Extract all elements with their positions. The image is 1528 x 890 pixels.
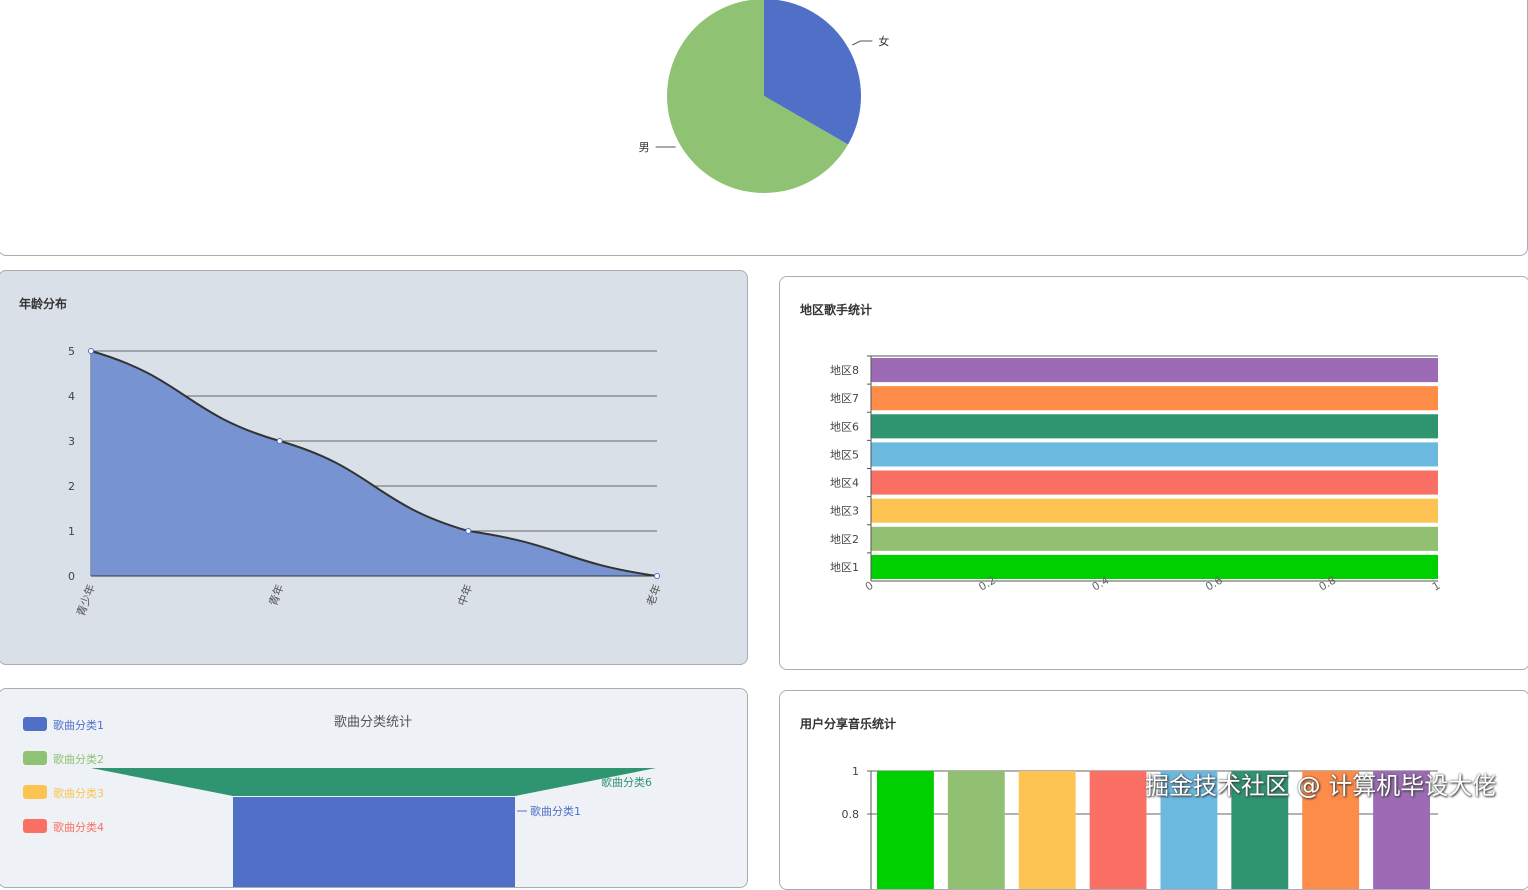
- pie-label-line: [852, 40, 873, 46]
- bar-地区4: [871, 470, 1438, 495]
- gender-pie-chart: 女男: [639, 0, 889, 193]
- y-tick-label: 地区6: [830, 420, 859, 433]
- y-tick-label: 地区7: [830, 392, 859, 405]
- age-chart-title: 年龄分布: [19, 297, 68, 311]
- pie-slice-1: [667, 0, 849, 193]
- data-point: [276, 438, 283, 444]
- y-tick-label: 地区1: [830, 561, 859, 574]
- song-category-card: 歌曲分类统计 歌曲分类1 歌曲分类2 歌曲分类3 歌曲分类4 歌曲分类6 歌曲分类1: [0, 688, 748, 888]
- y-tick-label: 0: [68, 570, 75, 583]
- legend-item: 歌曲分类4: [53, 820, 104, 834]
- legend-item: 歌曲分类2: [53, 752, 104, 766]
- x-tick-label: 中年: [454, 582, 475, 607]
- y-tick-label: 地区8: [830, 364, 859, 377]
- watermark: 掘金技术社区 @ 计算机毕设大佬: [1145, 772, 1497, 800]
- y-tick-label: 地区4: [830, 477, 859, 490]
- data-point: [465, 528, 472, 534]
- gender-pie-card: 女男: [0, 0, 1528, 256]
- y-tick-label: 1: [852, 765, 859, 778]
- legend-swatch: [23, 819, 47, 833]
- y-tick-label: 2: [68, 480, 75, 493]
- pie-label: 女: [878, 34, 889, 48]
- legend-item: 歌曲分类3: [53, 786, 104, 800]
- funnel-segment: [233, 797, 515, 887]
- bar-地区2: [871, 526, 1438, 551]
- bar-地区7: [871, 386, 1438, 411]
- y-tick-label: 地区3: [830, 505, 859, 518]
- bar: [947, 771, 1005, 889]
- series-line: [90, 350, 658, 577]
- bar: [1089, 771, 1147, 889]
- legend-swatch: [23, 717, 47, 731]
- y-tick-label: 3: [68, 435, 75, 448]
- x-tick-label: 老年: [643, 582, 664, 607]
- bar-地区6: [871, 414, 1438, 439]
- y-tick-label: 0.8: [842, 808, 860, 821]
- legend-swatch: [23, 785, 47, 799]
- region-singer-card: 地区歌手统计 地区1 地区2 地区3 地区4 地区5 地区6 地区7 地区8 0 0.2 0.4 0.…: [779, 276, 1528, 670]
- legend-swatch: [23, 751, 47, 765]
- funnel-label: 歌曲分类6: [601, 775, 652, 789]
- region-chart-title: 地区歌手统计: [800, 303, 873, 317]
- x-tick-label: 青年: [266, 582, 287, 607]
- y-tick-label: 1: [68, 525, 75, 538]
- y-tick-label: 5: [68, 345, 75, 358]
- pie-slice-0: [764, 0, 861, 145]
- y-tick-label: 地区5: [830, 448, 859, 461]
- bar-地区1: [871, 554, 1438, 579]
- y-tick-label: 地区2: [830, 533, 859, 546]
- funnel-segment: [91, 768, 656, 796]
- data-point: [88, 348, 94, 354]
- bar: [877, 771, 934, 889]
- x-tick-label: 青少年: [73, 582, 97, 618]
- x-tick-label: 1: [1430, 579, 1443, 594]
- pie-label: 男: [639, 141, 650, 154]
- share-chart-title: 用户分享音乐统计: [800, 717, 897, 731]
- funnel-label: 歌曲分类1: [530, 804, 581, 818]
- data-point: [654, 573, 660, 579]
- age-area-chart: 0 1 2 3 4 5 青少年 青年 中年 老年: [68, 345, 664, 618]
- age-distribution-card: 年龄分布 0 1 2 3 4 5 青少年 青年 中年 老年: [0, 270, 748, 665]
- y-tick-label: 4: [68, 390, 75, 403]
- bar-地区8: [871, 358, 1438, 383]
- bar-地区3: [871, 498, 1438, 523]
- legend-item: 歌曲分类1: [53, 718, 104, 732]
- area-fill: [91, 351, 657, 576]
- bar: [1018, 771, 1076, 889]
- bar-地区5: [871, 442, 1438, 467]
- funnel-title: 歌曲分类统计: [334, 715, 412, 730]
